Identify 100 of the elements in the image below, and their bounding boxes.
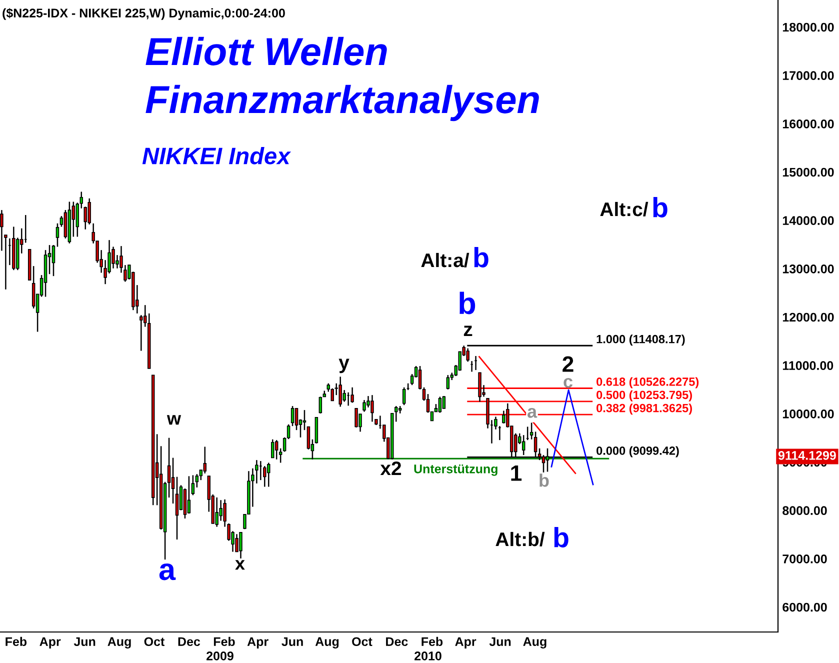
candlestick [140, 314, 143, 352]
y-tick-label: 18000.00 [782, 22, 834, 32]
annotation: 1 [511, 465, 522, 481]
candlestick [442, 395, 446, 410]
candlestick [215, 496, 218, 528]
annotation: a [159, 563, 176, 580]
annotation: x [235, 560, 245, 570]
candlestick [0, 209, 4, 252]
y-tick-label: 7000.00 [782, 554, 827, 564]
candlestick [263, 465, 266, 488]
candlestick [274, 439, 278, 460]
x-tick-label: Aug [315, 637, 339, 649]
x-tick-label: Apr [455, 637, 476, 649]
text: ($N225-IDX - NIKKEI 225,W) Dynamic,0:00-24:00 [2, 8, 285, 20]
annotation: b [554, 527, 568, 548]
candlestick [330, 388, 334, 402]
y-tick-label: 12000.00 [782, 312, 834, 322]
candlestick [350, 386, 354, 404]
candlestick [271, 438, 274, 458]
x-tick-label: Oct [144, 637, 164, 646]
series-label: 1.000 (11408.17) [596, 334, 685, 346]
annotation: c [564, 378, 572, 388]
candlestick [306, 426, 310, 450]
candlestick [195, 473, 199, 488]
candlestick [354, 408, 358, 428]
annotation: Alt:c/ [600, 202, 648, 216]
candlestick [530, 422, 534, 440]
y-tick-label: 14000.00 [782, 216, 834, 225]
series-label: 0.618 (10526.2275) [596, 377, 699, 388]
text: 2010 [414, 652, 442, 660]
candlestick [239, 532, 242, 560]
candlestick [290, 405, 294, 427]
y-tick-label: 10000.00 [782, 409, 834, 418]
candlestick [203, 446, 206, 474]
annotation: Elliott Wellen [146, 36, 387, 66]
annotation: b [540, 474, 549, 487]
candlestick [52, 244, 56, 277]
y-tick-label: 13000.00 [782, 264, 834, 274]
x-tick-label: Feb [6, 636, 27, 646]
annotation: 2 [562, 356, 574, 372]
candlestick [282, 436, 286, 452]
candlestick [394, 405, 398, 422]
annotation: b [460, 292, 476, 314]
x-tick-label: Jun [282, 637, 303, 646]
y-tick-label: 17000.00 [782, 71, 834, 80]
annotation: w [166, 415, 182, 425]
candlestick [370, 394, 374, 422]
candlestick [286, 424, 290, 440]
annotation: z [464, 326, 472, 336]
x-tick-label: Aug [108, 637, 131, 649]
candlestick [402, 386, 406, 406]
series-label: 0.500 (10253.795) [596, 390, 692, 402]
x-tick-label: Dec [178, 637, 200, 646]
candlestick [418, 365, 422, 390]
candlestick [362, 399, 366, 412]
annotation: x2 [380, 461, 402, 476]
series-label: 0.382 (9981.3625) [596, 404, 692, 415]
x-tick-label: Oct [352, 637, 372, 646]
x-tick-label: Apr [247, 637, 268, 649]
annotation: b [474, 247, 488, 268]
x-tick-label: Feb [214, 636, 235, 646]
y-tick-label: 8000.00 [782, 506, 827, 515]
y-tick-label: 6000.00 [782, 602, 827, 612]
candlestick [84, 206, 87, 230]
candlestick [302, 409, 306, 431]
series-label: 0.000 (9099.42) [596, 446, 679, 458]
candlestick [278, 448, 282, 464]
y-tick-label: 16000.00 [782, 119, 834, 128]
candlestick [446, 374, 450, 390]
candlestick [56, 222, 60, 248]
annotation: NIKKEI Index [142, 146, 292, 164]
annotation: Alt:a/ [421, 252, 470, 268]
candlestick [88, 198, 91, 226]
x-tick-label: Dec [386, 637, 408, 646]
candlestick [438, 396, 442, 414]
candlestick [175, 476, 179, 540]
candlestick [191, 474, 195, 496]
x-tick-label: Feb [422, 636, 443, 646]
x-tick-label: Aug [523, 637, 546, 649]
y-tick-label: 11000.00 [782, 361, 834, 370]
candlestick [318, 396, 322, 414]
candlestick [466, 348, 470, 362]
candlestick [338, 376, 342, 408]
candlestick [267, 462, 270, 488]
annotation: y [338, 358, 350, 374]
candlestick [167, 437, 171, 498]
annotation: Alt:b/ [496, 532, 545, 546]
annotation: Finanzmarktanalysen [146, 84, 539, 122]
text: 9114.1299 [778, 451, 836, 460]
annotation: a [528, 408, 538, 418]
candlestick [502, 410, 506, 424]
annotation: b [653, 197, 668, 218]
candlestick [294, 408, 298, 431]
series-label: Unterstützung [414, 464, 498, 476]
x-tick-label: Apr [40, 637, 61, 649]
y-tick-label: 15000.00 [782, 168, 834, 177]
text: 2009 [206, 652, 234, 660]
candlestick [32, 265, 36, 310]
candlestick [187, 476, 191, 514]
x-tick-label: Jun [74, 637, 96, 646]
